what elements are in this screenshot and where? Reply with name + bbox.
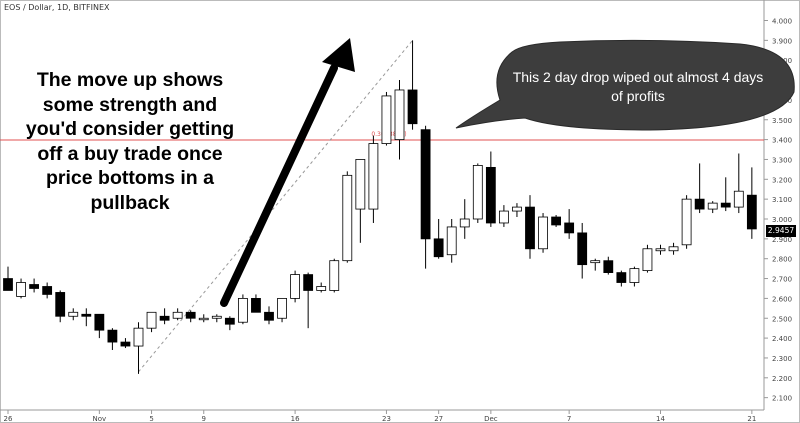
candle-body xyxy=(172,311,183,319)
annotation-left-text: The move up shows some strength and you'… xyxy=(25,69,235,214)
candle-body xyxy=(746,194,757,230)
candle-body xyxy=(407,89,418,125)
candle-body xyxy=(394,89,405,140)
y-tick-label: 2.800 xyxy=(772,256,792,264)
y-tick-label: 3.500 xyxy=(772,117,792,125)
candle-body xyxy=(485,166,496,224)
candle-body xyxy=(342,174,353,262)
candle-body xyxy=(720,202,731,208)
y-tick-label: 3.200 xyxy=(772,176,792,184)
candle-body xyxy=(16,282,26,297)
candle-body xyxy=(551,216,561,226)
candle-body xyxy=(277,297,287,319)
x-tick-label: Dec xyxy=(484,415,498,423)
candle-body xyxy=(316,286,327,291)
x-tick-label: 7 xyxy=(567,415,571,423)
y-tick-label: 2.500 xyxy=(772,315,792,323)
chart-header: EOS / Dollar, 1D, BITFINEX xyxy=(4,3,110,12)
y-tick-label: 3.900 xyxy=(772,37,792,45)
candle-body xyxy=(681,198,692,246)
candle-body xyxy=(185,311,196,319)
candle-body xyxy=(368,143,379,210)
candle-body xyxy=(420,129,431,240)
candle-body xyxy=(642,248,653,272)
candle-body xyxy=(694,198,705,210)
x-tick-label: 16 xyxy=(291,415,300,423)
candle-body xyxy=(459,218,470,228)
y-tick-label: 3.000 xyxy=(772,216,792,224)
candle-body xyxy=(120,341,131,347)
candle-body xyxy=(146,311,157,329)
candle-body xyxy=(707,202,718,210)
x-tick-label: Nov xyxy=(93,415,107,423)
candle-body xyxy=(264,311,274,321)
candle-body xyxy=(577,232,588,266)
candle-body xyxy=(616,272,627,283)
y-tick-label: 2.700 xyxy=(772,276,792,284)
candle-body xyxy=(472,165,483,220)
candle-body xyxy=(94,313,105,331)
candle-body xyxy=(564,222,575,234)
candle-body xyxy=(668,246,679,252)
y-tick-label: 2.900 xyxy=(772,236,792,244)
candle-body xyxy=(81,313,92,317)
candle-body xyxy=(446,226,457,256)
candle-body xyxy=(224,317,235,325)
annotation-bubble-text: This 2 day drop wiped out almost 4 days … xyxy=(512,69,764,104)
candle-body xyxy=(251,297,261,313)
y-tick-label: 3.300 xyxy=(772,156,792,164)
last-price-badge: 2.9457 xyxy=(766,225,796,237)
x-tick-label: 27 xyxy=(434,415,443,423)
candle-body xyxy=(603,260,614,273)
x-tick-label: 21 xyxy=(747,415,756,423)
y-tick-label: 3.100 xyxy=(772,196,792,204)
y-tick-label: 2.100 xyxy=(772,395,792,403)
candle-body xyxy=(498,210,509,224)
y-tick-label: 4.000 xyxy=(772,18,792,26)
candle-body xyxy=(538,216,548,250)
candle-body xyxy=(733,190,744,208)
candle-body xyxy=(381,95,392,144)
candle-body xyxy=(55,292,66,317)
candle-body xyxy=(512,206,522,212)
candle-body xyxy=(525,206,535,250)
candle-body xyxy=(3,278,13,291)
candle-body xyxy=(629,268,640,283)
candle-body xyxy=(290,274,301,299)
candle-body xyxy=(29,284,40,289)
y-tick-label: 2.300 xyxy=(772,355,792,363)
candle-body xyxy=(159,315,170,321)
y-tick-label: 2.400 xyxy=(772,335,792,343)
x-tick-label: 5 xyxy=(149,415,153,423)
x-tick-label: 23 xyxy=(382,415,391,423)
y-tick-label: 2.600 xyxy=(772,295,792,303)
candle-body xyxy=(329,260,340,291)
x-tick-label: 9 xyxy=(202,415,206,423)
speech-bubble xyxy=(455,39,795,131)
candle-body xyxy=(237,297,248,323)
candle-body xyxy=(655,248,666,252)
candle-body xyxy=(42,286,53,295)
candle-body xyxy=(107,329,118,343)
candle-body xyxy=(433,238,444,258)
arrow-head xyxy=(322,38,355,72)
arrow-shaft xyxy=(220,64,338,307)
candle-body xyxy=(303,274,314,291)
x-tick-label: 14 xyxy=(656,415,665,423)
candle-body xyxy=(68,311,79,317)
candle-body xyxy=(211,315,222,319)
y-tick-label: 2.200 xyxy=(772,375,792,383)
x-tick-label: 26 xyxy=(4,415,13,423)
candle-body xyxy=(590,260,601,264)
candle-body xyxy=(355,159,366,210)
candle-body xyxy=(198,317,209,321)
candle-body xyxy=(133,327,144,347)
y-tick-label: 3.400 xyxy=(772,137,792,145)
